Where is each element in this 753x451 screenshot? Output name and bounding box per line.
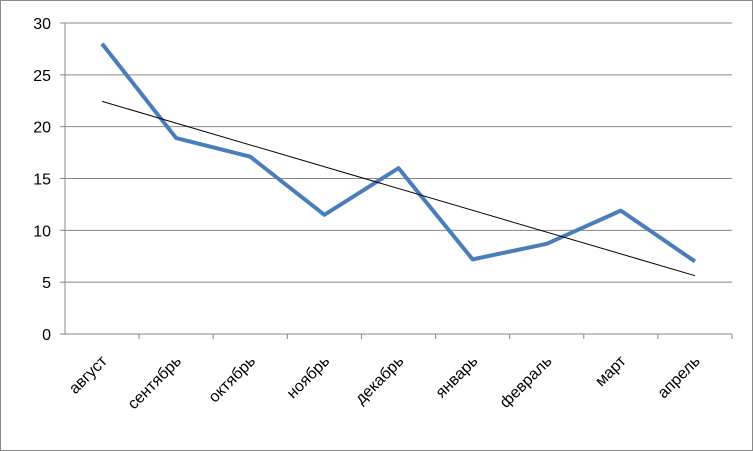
y-tick-label: 25 xyxy=(33,68,51,85)
y-tick-label: 5 xyxy=(42,275,51,292)
y-tick-label: 30 xyxy=(33,16,51,33)
trendline xyxy=(101,100,696,277)
y-tick-label: 0 xyxy=(42,327,51,344)
y-tick-label: 15 xyxy=(33,172,51,189)
line-series xyxy=(100,42,697,264)
y-tick-label: 10 xyxy=(33,223,51,240)
y-tick-label: 20 xyxy=(33,120,51,137)
